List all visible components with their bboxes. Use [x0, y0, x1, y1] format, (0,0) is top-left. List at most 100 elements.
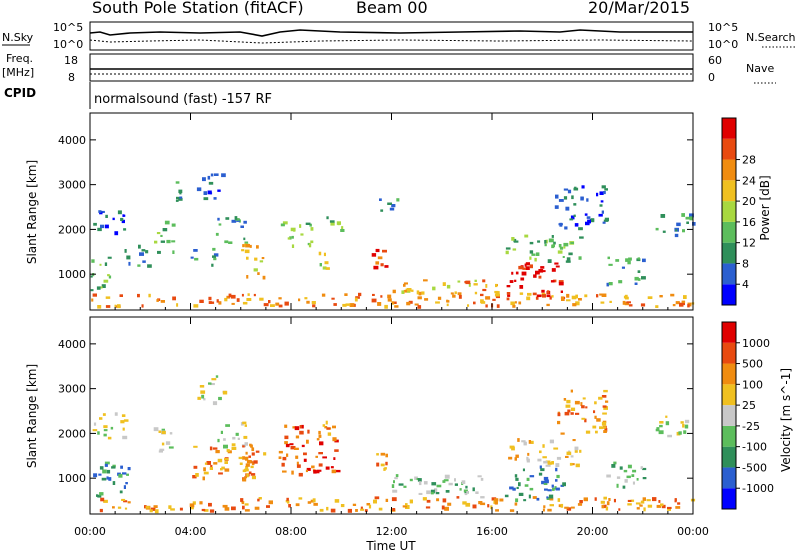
- echo-cell: [114, 412, 118, 416]
- echo-cell: [253, 460, 258, 464]
- echo-cell: [660, 503, 664, 507]
- echo-cell: [335, 469, 341, 473]
- echo-cell: [103, 279, 109, 283]
- echo-cell: [569, 462, 573, 466]
- echo-cell: [333, 457, 336, 460]
- echo-cell: [148, 293, 151, 298]
- echo-cell: [275, 302, 280, 306]
- echo-cell: [445, 490, 450, 493]
- echo-cell: [506, 292, 511, 295]
- echo-cell: [158, 430, 162, 433]
- echo-cell: [417, 305, 422, 309]
- cpid-row: CPID normalsound (fast) -157 RF: [4, 82, 272, 109]
- echo-cell: [255, 450, 260, 453]
- echo-cell: [525, 266, 530, 270]
- echo-cell: [305, 469, 308, 473]
- echo-cell: [461, 480, 466, 484]
- echo-cell: [581, 417, 586, 420]
- echo-cell: [512, 248, 517, 251]
- echo-cell: [141, 304, 144, 308]
- echo-cell: [123, 500, 128, 503]
- echo-cell: [403, 283, 406, 287]
- echo-cell: [550, 280, 555, 283]
- echo-cell: [313, 502, 318, 506]
- echo-cell: [442, 282, 446, 286]
- echo-cell: [222, 390, 228, 395]
- echo-cell: [315, 455, 318, 458]
- echo-cell: [615, 259, 620, 262]
- echo-cell: [487, 504, 490, 508]
- echo-cell: [249, 443, 252, 447]
- echo-cell: [527, 292, 532, 296]
- echo-cell: [601, 504, 605, 509]
- echo-cell: [334, 449, 339, 452]
- echo-cell: [190, 506, 194, 510]
- echo-cell: [124, 249, 127, 253]
- echo-cell: [364, 509, 368, 512]
- echo-cell: [551, 295, 554, 298]
- echo-cell: [150, 507, 156, 511]
- echo-cell: [105, 214, 108, 218]
- echo-cell: [158, 450, 163, 453]
- echo-cell: [375, 261, 380, 265]
- echo-cell: [235, 432, 239, 436]
- echo-cell: [218, 472, 223, 475]
- colorbar-segment: [722, 446, 736, 468]
- nsky-tick-high: 10^5: [53, 21, 83, 34]
- echo-cell: [193, 465, 198, 469]
- echo-cell: [685, 216, 690, 220]
- echo-cell: [581, 405, 585, 409]
- echo-cell: [594, 415, 597, 419]
- echo-cell: [570, 412, 574, 415]
- echo-cell: [552, 487, 555, 491]
- y-tick-label: 4000: [58, 338, 86, 351]
- echo-cell: [318, 452, 323, 455]
- colorbar-tick-label: -1000: [742, 482, 774, 495]
- echo-cell: [678, 431, 682, 435]
- power-panel: 1000 2000 3000 4000 Slant Range [km] 4 8 12 16…: [25, 112, 772, 311]
- echo-cell: [245, 466, 249, 470]
- echo-cell: [560, 290, 563, 293]
- echo-cell: [482, 288, 487, 292]
- echo-cell: [396, 198, 400, 202]
- echo-cell: [689, 213, 694, 218]
- echo-cell: [291, 470, 294, 475]
- echo-cell: [555, 487, 560, 491]
- echo-cell: [634, 276, 639, 281]
- echo-cell: [104, 224, 109, 229]
- echo-cell: [354, 297, 358, 302]
- echo-cell: [605, 400, 609, 403]
- echo-cell: [529, 475, 535, 478]
- power-colorbar: 4 8 12 16 20 24 28: [721, 117, 756, 306]
- echo-cell: [536, 294, 542, 298]
- echo-cell: [142, 260, 146, 263]
- echo-cell: [406, 288, 412, 292]
- echo-cell: [441, 505, 445, 510]
- echo-cell: [569, 218, 574, 221]
- echo-cell: [418, 291, 422, 296]
- echo-cell: [558, 223, 563, 226]
- echo-cell: [424, 298, 429, 301]
- echo-cell: [446, 303, 449, 307]
- echo-cell: [675, 229, 678, 232]
- echo-cell: [639, 504, 643, 507]
- echo-cell: [240, 498, 244, 502]
- echo-cell: [544, 240, 547, 244]
- echo-cell: [602, 221, 606, 224]
- echo-cell: [97, 227, 102, 232]
- echo-cell: [537, 458, 542, 462]
- echo-cell: [211, 378, 217, 381]
- echo-cell: [355, 296, 360, 299]
- echo-cell: [563, 246, 566, 249]
- echo-cell: [123, 419, 129, 422]
- echo-cell: [347, 508, 352, 513]
- echo-cell: [324, 261, 329, 265]
- echo-cell: [565, 206, 570, 211]
- echo-cell: [539, 450, 542, 454]
- echo-cell: [627, 503, 632, 506]
- echo-cell: [241, 502, 244, 505]
- echo-cell: [203, 509, 209, 512]
- colorbar-tick-label: 12: [742, 237, 756, 250]
- echo-cell: [311, 465, 315, 469]
- echo-cell: [473, 301, 476, 305]
